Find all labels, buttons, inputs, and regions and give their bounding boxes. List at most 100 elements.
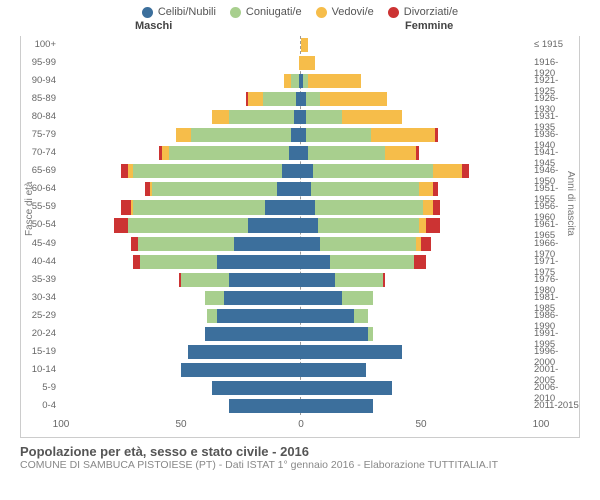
age-label: 15-19: [21, 346, 61, 357]
x-tick-label: 100: [533, 419, 550, 430]
bar-female-divorziati: [414, 255, 426, 269]
bar-female-coniugati: [318, 218, 419, 232]
bar-female-celibi: [301, 146, 308, 160]
age-label: 10-14: [21, 364, 61, 375]
bar-female-celibi: [301, 182, 311, 196]
x-tick-label: 0: [298, 419, 304, 430]
age-label: 55-59: [21, 201, 61, 212]
bar-female-vedovi: [308, 74, 361, 88]
legend: Celibi/NubiliConiugati/eVedovi/eDivorzia…: [0, 0, 600, 20]
legend-item-celibi: Celibi/Nubili: [142, 6, 216, 18]
bar-male-celibi: [282, 164, 301, 178]
age-label: 90-94: [21, 75, 61, 86]
bar-male-vedovi: [150, 182, 152, 196]
age-row: 0-4 2011-2015: [21, 397, 579, 415]
bar-male-celibi: [248, 218, 301, 232]
bar-male-celibi: [181, 363, 301, 377]
age-label: 80-84: [21, 111, 61, 122]
bar-male-coniugati: [205, 291, 224, 305]
legend-item-vedovi: Vedovi/e: [316, 6, 374, 18]
bar-female-coniugati: [368, 327, 373, 341]
age-label: 60-64: [21, 183, 61, 194]
age-label: 100+: [21, 39, 61, 50]
bar-female-divorziati: [435, 128, 437, 142]
age-label: 40-44: [21, 256, 61, 267]
age-label: 25-29: [21, 310, 61, 321]
bar-female-coniugati: [311, 182, 419, 196]
bar-female-coniugati: [315, 200, 423, 214]
bar-female-vedovi: [423, 200, 433, 214]
age-row: 45-491966-1970: [21, 235, 579, 253]
bar-male-vedovi: [248, 92, 262, 106]
legend-swatch-divorziati: [388, 7, 399, 18]
age-row: 25-291986-1990: [21, 307, 579, 325]
bar-female-vedovi: [433, 164, 462, 178]
legend-label: Vedovi/e: [332, 6, 374, 18]
age-row: 75-791936-1940: [21, 126, 579, 144]
bar-male-celibi: [217, 309, 301, 323]
bar-female-coniugati: [335, 273, 383, 287]
age-label: 0-4: [21, 400, 61, 411]
bar-male-celibi: [234, 237, 301, 251]
bar-male-coniugati: [152, 182, 277, 196]
x-axis-ticks: 10050050100: [61, 419, 539, 433]
bar-female-celibi: [301, 345, 402, 359]
age-row: 65-691946-1950: [21, 162, 579, 180]
bar-female-divorziati: [433, 182, 438, 196]
bar-female-coniugati: [354, 309, 368, 323]
age-label: 75-79: [21, 129, 61, 140]
bar-male-celibi: [289, 146, 301, 160]
bar-female-celibi: [301, 363, 366, 377]
age-row: 85-891926-1930: [21, 90, 579, 108]
bar-male-celibi: [277, 182, 301, 196]
bar-female-divorziati: [462, 164, 469, 178]
age-row: 30-341981-1985: [21, 289, 579, 307]
bar-male-celibi: [212, 381, 301, 395]
bar-female-coniugati: [313, 164, 433, 178]
bar-male-celibi: [205, 327, 301, 341]
bar-female-celibi: [301, 164, 313, 178]
legend-swatch-coniugati: [230, 7, 241, 18]
bar-female-vedovi: [385, 146, 416, 160]
bar-male-celibi: [217, 255, 301, 269]
age-row: 55-591956-1960: [21, 198, 579, 216]
age-row: 95-991916-1920: [21, 54, 579, 72]
age-label: 30-34: [21, 292, 61, 303]
bar-female-divorziati: [421, 237, 431, 251]
legend-swatch-celibi: [142, 7, 153, 18]
bar-male-divorziati: [131, 237, 138, 251]
chart-footer: Popolazione per età, sesso e stato civil…: [0, 438, 600, 471]
bar-male-vedovi: [284, 74, 291, 88]
chart-subtitle: COMUNE DI SAMBUCA PISTOIESE (PT) - Dati …: [20, 459, 580, 471]
birth-year-label: 2011-2015: [529, 400, 579, 411]
bar-male-celibi: [229, 273, 301, 287]
age-row: 15-191996-2000: [21, 343, 579, 361]
bar-male-celibi: [188, 345, 301, 359]
birth-year-label: ≤ 1915: [529, 39, 579, 50]
bar-female-coniugati: [330, 255, 414, 269]
bar-female-divorziati: [426, 218, 440, 232]
bar-female-coniugati: [342, 291, 373, 305]
age-row: 10-142001-2005: [21, 361, 579, 379]
bar-female-divorziati: [383, 273, 385, 287]
bar-male-coniugati: [133, 164, 282, 178]
bar-female-divorziati: [416, 146, 418, 160]
bar-male-coniugati: [140, 255, 217, 269]
bar-male-coniugati: [138, 237, 234, 251]
bar-male-coniugati: [291, 74, 298, 88]
age-row: 40-441971-1975: [21, 253, 579, 271]
bar-male-coniugati: [263, 92, 297, 106]
pyramid-chart: Fasce di età Anni di nascita 100+≤ 19159…: [20, 36, 580, 438]
age-row: 90-941921-1925: [21, 72, 579, 90]
bar-male-coniugati: [207, 309, 217, 323]
bar-female-celibi: [301, 327, 368, 341]
bar-female-celibi: [301, 218, 318, 232]
bar-female-celibi: [301, 309, 354, 323]
bar-female-vedovi: [301, 56, 315, 70]
bar-male-vedovi: [128, 164, 133, 178]
age-label: 95-99: [21, 57, 61, 68]
age-row: 35-391976-1980: [21, 271, 579, 289]
bar-male-coniugati: [229, 110, 294, 124]
bar-male-coniugati: [181, 273, 229, 287]
bar-male-vedovi: [212, 110, 229, 124]
